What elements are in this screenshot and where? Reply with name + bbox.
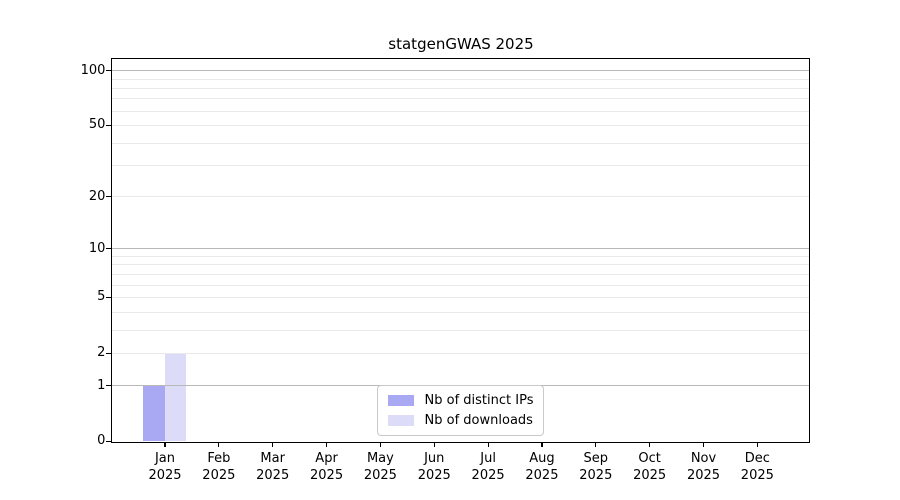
x-tick-year: 2025 <box>417 468 451 484</box>
y-tick-mark <box>105 69 111 72</box>
x-tick-year: 2025 <box>686 468 721 484</box>
gridline-minor <box>112 125 809 127</box>
gridline-minor <box>112 264 809 266</box>
x-tick-year: 2025 <box>310 468 344 484</box>
legend-swatch <box>387 415 414 426</box>
gridline-minor <box>112 78 809 80</box>
x-tick-month: Jul <box>480 451 496 467</box>
y-tick-label: 50 <box>88 117 106 133</box>
x-tick-month: Aug <box>529 451 555 467</box>
x-tick-label: May 2025 <box>348 450 412 484</box>
gridline-minor <box>112 196 809 198</box>
y-tick-mark <box>105 296 111 298</box>
gridline-minor <box>112 165 809 167</box>
x-tick-mark <box>218 442 220 448</box>
legend-item: Nb of distinct IPs <box>387 393 534 408</box>
x-tick-year: 2025 <box>148 468 182 484</box>
gridline-minor <box>112 284 809 286</box>
gridline-minor <box>112 98 809 100</box>
x-tick-year: 2025 <box>633 468 667 484</box>
legend: Nb of distinct IPs Nb of downloads <box>376 385 545 436</box>
legend-label: Nb of downloads <box>424 413 533 428</box>
chart-title: statgenGWAS 2025 <box>388 35 534 53</box>
gridline-decade <box>112 70 809 72</box>
x-tick-month: Apr <box>315 451 338 467</box>
x-tick-mark <box>487 442 489 448</box>
x-tick-year: 2025 <box>471 468 505 484</box>
x-tick-label: Jul 2025 <box>456 450 520 484</box>
x-tick-year: 2025 <box>740 468 774 484</box>
bar-jan-series0 <box>143 385 165 441</box>
x-tick-label: Aug 2025 <box>510 450 574 484</box>
x-tick-mark <box>702 442 705 448</box>
bar-jan-series1 <box>164 352 187 441</box>
y-tick-label: 5 <box>97 289 106 305</box>
gridline-minor <box>112 352 809 354</box>
y-tick-mark <box>105 124 111 127</box>
y-tick-label: 100 <box>80 62 106 78</box>
legend-item: Nb of downloads <box>387 413 534 428</box>
x-tick-month: Jan <box>154 451 176 467</box>
gridline-minor <box>112 273 809 275</box>
x-tick-year: 2025 <box>202 468 236 484</box>
y-tick-label: 1 <box>97 377 106 393</box>
x-tick-mark <box>756 442 758 448</box>
x-tick-mark <box>379 442 381 448</box>
x-tick-label: Feb 2025 <box>187 450 251 484</box>
x-tick-label: Dec 2025 <box>725 450 789 484</box>
gridline-decade <box>112 248 809 250</box>
y-tick-mark <box>105 385 111 387</box>
plot-area: Nb of distinct IPs Nb of downloads <box>111 58 810 443</box>
y-tick-mark <box>105 196 111 198</box>
x-tick-mark <box>541 442 543 448</box>
x-tick-month: Mar <box>260 451 285 467</box>
x-tick-month: Oct <box>638 451 661 467</box>
y-tick-mark <box>105 440 111 442</box>
x-tick-month: Jun <box>424 451 445 467</box>
x-tick-label: Mar 2025 <box>241 450 305 484</box>
x-tick-month: Dec <box>744 451 770 467</box>
legend-swatch <box>387 395 414 406</box>
gridline-minor <box>112 311 809 313</box>
x-tick-label: Jan 2025 <box>133 450 197 484</box>
y-tick-mark <box>105 248 111 250</box>
x-tick-month: Nov <box>690 451 717 467</box>
legend-label: Nb of distinct IPs <box>424 393 534 408</box>
x-tick-mark <box>325 442 328 448</box>
gridline-minor <box>112 110 809 112</box>
x-tick-label: Sep 2025 <box>564 450 628 484</box>
x-tick-mark <box>595 442 597 448</box>
x-tick-label: Oct 2025 <box>618 450 682 484</box>
gridline-minor <box>112 255 809 257</box>
x-tick-label: Jun 2025 <box>402 450 466 484</box>
y-tick-mark <box>105 352 111 354</box>
gridline-minor <box>112 142 809 144</box>
x-tick-mark <box>164 442 166 448</box>
y-tick-label: 0 <box>97 433 106 449</box>
gridline-minor <box>112 329 809 331</box>
y-tick-label: 2 <box>97 345 106 361</box>
gridline-minor <box>112 297 809 298</box>
x-tick-year: 2025 <box>525 468 559 484</box>
x-tick-year: 2025 <box>363 468 397 484</box>
x-tick-label: Nov 2025 <box>672 450 736 484</box>
gridline-minor <box>112 87 809 89</box>
y-tick-label: 20 <box>88 188 106 204</box>
x-tick-year: 2025 <box>579 468 613 484</box>
x-tick-month: May <box>366 451 394 467</box>
y-tick-label: 10 <box>88 240 106 256</box>
x-tick-year: 2025 <box>256 468 290 484</box>
x-tick-label: Apr 2025 <box>295 450 359 484</box>
x-tick-mark <box>272 442 274 448</box>
x-tick-mark <box>649 442 651 448</box>
x-tick-mark <box>433 442 435 448</box>
x-tick-month: Sep <box>583 451 609 467</box>
x-tick-month: Feb <box>207 451 231 467</box>
